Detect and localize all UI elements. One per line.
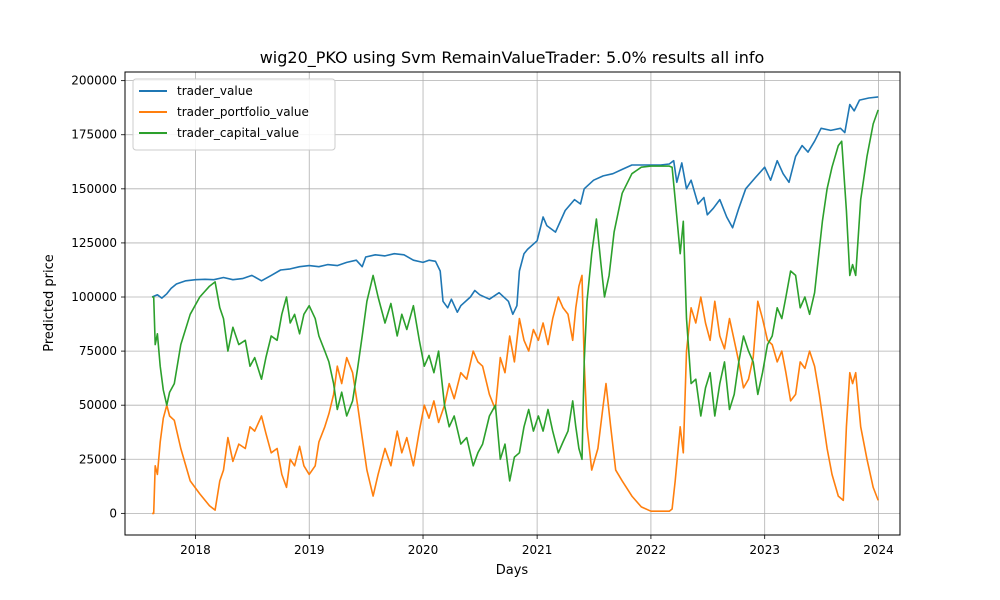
legend-label: trader_capital_value [177, 126, 299, 140]
x-axis: 2018 2019 2020 2021 2022 2023 2024 [180, 535, 894, 557]
x-tick-label: 2020 [408, 543, 439, 557]
series-line-trader-value [151, 96, 879, 316]
legend-label: trader_portfolio_value [177, 105, 309, 119]
y-tick-label: 150000 [71, 182, 117, 196]
legend: trader_value trader_portfolio_valuetrader… [132, 78, 336, 151]
legend-box [132, 78, 336, 151]
y-tick-label: 75000 [79, 344, 117, 358]
plot-area [124, 71, 901, 536]
x-tick-label: 2022 [636, 543, 667, 557]
y-tick-label: 100000 [71, 290, 117, 304]
y-tick-label: 25000 [79, 452, 117, 466]
y-tick-label: 175000 [71, 128, 117, 142]
chart-title: wig20_PKO using Svm RemainValueTrader: 5… [260, 48, 765, 68]
x-tick-label: 2024 [863, 543, 894, 557]
x-tick-label: 2019 [294, 543, 325, 557]
series-line-trader-capital-value [152, 109, 879, 482]
y-axis-label: Predicted price [42, 254, 57, 352]
y-tick-label: 50000 [79, 398, 117, 412]
x-tick-label: 2021 [522, 543, 553, 557]
y-tick-label: 200000 [71, 74, 117, 88]
series-line-trader-portfolio-value [152, 274, 879, 515]
y-axis: 0 25000 50000 75000 100000 125000 150000 175000… [71, 74, 125, 520]
legend-label: trader_value [177, 84, 253, 98]
x-axis-label: Days [496, 563, 529, 578]
y-tick-label: 125000 [71, 236, 117, 250]
y-tick-label: 0 [109, 506, 117, 520]
x-tick-label: 2023 [749, 543, 780, 557]
x-tick-label: 2018 [180, 543, 211, 557]
series-lines [151, 96, 879, 515]
